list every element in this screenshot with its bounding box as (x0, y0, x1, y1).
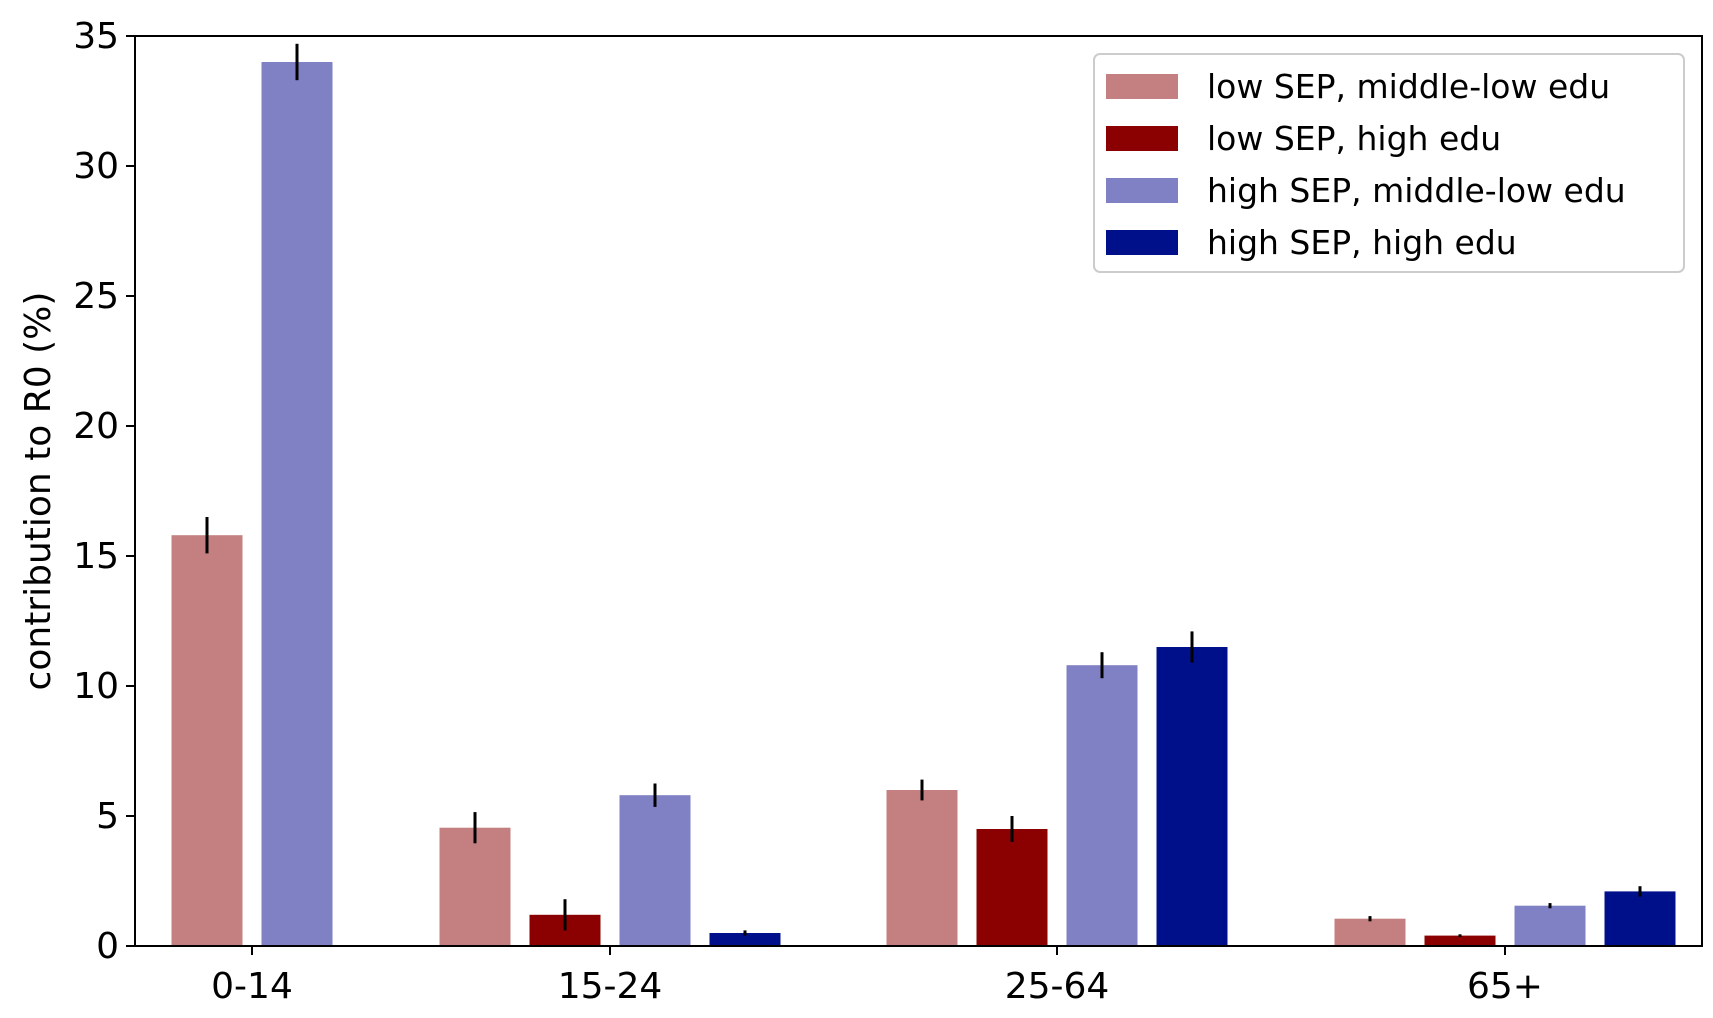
bar-25-64-1 (976, 829, 1048, 946)
bar-15-24-2 (619, 795, 691, 946)
legend-swatch (1106, 178, 1178, 203)
y-tick-label: 10 (73, 666, 119, 707)
x-axis: 0-14 15-24 25-64 65+ (211, 946, 1543, 1007)
error-bars-layer (205, 43, 1642, 937)
plot-frame (134, 35, 1703, 947)
legend-swatch (1106, 74, 1178, 99)
y-tick-label: 35 (73, 16, 119, 57)
bar-25-64-3 (1156, 647, 1228, 946)
bar-0-14-2 (261, 62, 333, 946)
x-tick-label: 65+ (1467, 966, 1543, 1007)
y-axis-label: contribution to R0 (%) (18, 292, 59, 691)
bar-65+-0 (1334, 918, 1406, 946)
bars-layer (171, 62, 1676, 946)
legend-swatch (1106, 230, 1178, 255)
legend-label: high SEP, middle-low edu (1207, 171, 1626, 210)
bar-65+-2 (1514, 905, 1586, 946)
bar-65+-1 (1424, 935, 1496, 946)
legend-label: low SEP, middle-low edu (1207, 67, 1610, 106)
x-tick-label: 0-14 (211, 966, 293, 1007)
bar-25-64-0 (886, 790, 958, 946)
bar-65+-3 (1604, 891, 1676, 946)
bar-0-14-0 (171, 535, 243, 946)
legend-label: low SEP, high edu (1207, 119, 1501, 158)
legend: low SEP, middle-low edu low SEP, high edu… (1093, 53, 1685, 273)
y-tick-label: 5 (96, 796, 119, 837)
y-tick-label: 15 (73, 536, 119, 577)
y-tick-label: 0 (96, 926, 119, 967)
bar-25-64-2 (1066, 665, 1138, 946)
y-tick-label: 30 (73, 146, 119, 187)
bar-15-24-0 (439, 827, 511, 946)
legend-label: high SEP, high edu (1207, 223, 1517, 262)
legend-swatch (1106, 126, 1178, 151)
y-tick-label: 20 (73, 406, 119, 447)
legend-box (1093, 53, 1685, 273)
y-tick-label: 25 (73, 276, 119, 317)
x-tick-label: 15-24 (558, 966, 663, 1007)
x-tick-label: 25-64 (1005, 966, 1110, 1007)
y-axis: 0 5 10 15 20 25 30 35 (73, 16, 135, 967)
bar-15-24-3 (709, 933, 781, 946)
